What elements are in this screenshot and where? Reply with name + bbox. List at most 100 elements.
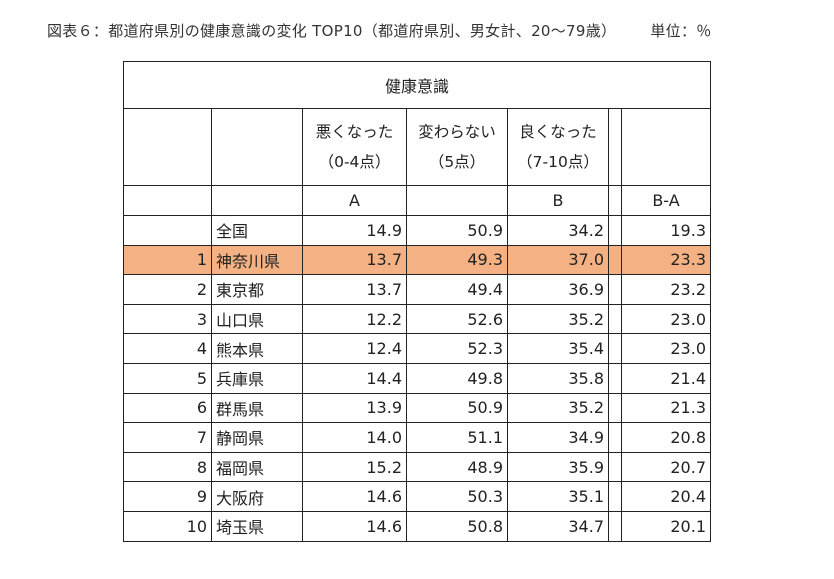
better-header-cell: 良くなった （7-10点） bbox=[507, 108, 609, 186]
gap-cell bbox=[608, 422, 622, 453]
prefecture-cell: 埼玉県 bbox=[211, 510, 303, 542]
letter-diff: B-A bbox=[621, 185, 711, 216]
better-header-line1: 良くなった bbox=[519, 123, 597, 141]
table-row: 4 熊本県 12.4 52.3 35.4 23.0 bbox=[123, 333, 711, 364]
diff-value-cell: 23.2 bbox=[621, 274, 711, 305]
same-value-cell: 49.8 bbox=[406, 362, 508, 394]
gap-cell bbox=[608, 274, 622, 305]
rank-cell: 6 bbox=[123, 392, 212, 424]
prefecture-cell: 大阪府 bbox=[211, 481, 303, 512]
worse-value-cell: 13.7 bbox=[302, 244, 407, 276]
better-value-cell: 35.4 bbox=[507, 333, 609, 364]
better-value-cell: 35.2 bbox=[507, 303, 609, 335]
table-row: 10 埼玉県 14.6 50.8 34.7 20.1 bbox=[123, 510, 711, 542]
better-value-cell: 35.2 bbox=[507, 392, 609, 424]
better-value-cell: 35.8 bbox=[507, 362, 609, 394]
gap-cell bbox=[608, 185, 622, 216]
table-row: 5 兵庫県 14.4 49.8 35.8 21.4 bbox=[123, 362, 711, 394]
table-row: 2 東京都 13.7 49.4 36.9 23.2 bbox=[123, 274, 711, 305]
prefecture-cell: 熊本県 bbox=[211, 333, 303, 364]
prefecture-cell: 福岡県 bbox=[211, 451, 303, 483]
diff-value-cell: 20.1 bbox=[621, 510, 711, 542]
worse-value-cell: 14.0 bbox=[302, 422, 407, 453]
diff-value-cell: 23.3 bbox=[621, 244, 711, 276]
worse-value-cell: 14.6 bbox=[302, 510, 407, 542]
same-value-cell: 52.6 bbox=[406, 303, 508, 335]
diff-value-cell: 20.8 bbox=[621, 422, 711, 453]
gap-cell bbox=[608, 215, 622, 246]
letter-b: B bbox=[507, 185, 609, 216]
worse-value-cell: 14.4 bbox=[302, 362, 407, 394]
letter-a: A bbox=[302, 185, 407, 216]
worse-value-cell: 13.9 bbox=[302, 392, 407, 424]
gap-cell bbox=[608, 392, 622, 424]
diff-header-cell bbox=[621, 108, 711, 186]
same-header-line2: （5点） bbox=[428, 153, 486, 171]
gap-cell bbox=[608, 362, 622, 394]
letter-rank-cell bbox=[123, 185, 212, 216]
same-value-cell: 49.3 bbox=[406, 244, 508, 276]
diff-value-cell: 23.0 bbox=[621, 303, 711, 335]
table-row: 6 群馬県 13.9 50.9 35.2 21.3 bbox=[123, 392, 711, 424]
worse-value-cell: 13.7 bbox=[302, 274, 407, 305]
worse-header-line1: 悪くなった bbox=[315, 123, 394, 141]
same-value-cell: 50.9 bbox=[406, 392, 508, 424]
same-value-cell: 50.8 bbox=[406, 510, 508, 542]
same-value-cell: 52.3 bbox=[406, 333, 508, 364]
rank-cell: 8 bbox=[123, 451, 212, 483]
prefecture-cell: 群馬県 bbox=[211, 392, 303, 424]
better-value-cell: 34.9 bbox=[507, 422, 609, 453]
same-value-cell: 48.9 bbox=[406, 451, 508, 483]
worse-value-cell: 14.6 bbox=[302, 481, 407, 512]
diff-value-cell: 21.3 bbox=[621, 392, 711, 424]
table-row: 9 大阪府 14.6 50.3 35.1 20.4 bbox=[123, 481, 711, 512]
gap-cell bbox=[608, 451, 622, 483]
rank-cell: 7 bbox=[123, 422, 212, 453]
rank-cell: 5 bbox=[123, 362, 212, 394]
diff-value-cell: 20.4 bbox=[621, 481, 711, 512]
diff-value-cell: 23.0 bbox=[621, 333, 711, 364]
table-row: 7 静岡県 14.0 51.1 34.9 20.8 bbox=[123, 422, 711, 453]
same-value-cell: 50.3 bbox=[406, 481, 508, 512]
worse-header-cell: 悪くなった （0-4点） bbox=[302, 108, 407, 186]
same-header-line1: 変わらない bbox=[418, 123, 496, 141]
letter-row: A B B-A bbox=[123, 185, 711, 216]
health-awareness-table: 健康意識 悪くなった （0-4点） 変わらない （5点） 良くなった （7-10… bbox=[123, 61, 711, 542]
gap-cell bbox=[608, 510, 622, 542]
table-row-highlighted: 1 神奈川県 13.7 49.3 37.0 23.3 bbox=[123, 244, 711, 276]
gap-cell bbox=[608, 244, 622, 276]
letter-same bbox=[406, 185, 508, 216]
same-header-cell: 変わらない （5点） bbox=[406, 108, 508, 186]
rank-cell: 1 bbox=[123, 244, 212, 276]
prefecture-cell: 東京都 bbox=[211, 274, 303, 305]
prefecture-cell: 山口県 bbox=[211, 303, 303, 335]
table-header: 健康意識 bbox=[123, 61, 711, 109]
prefecture-header-cell bbox=[211, 108, 303, 186]
table-header-row: 健康意識 bbox=[123, 61, 711, 109]
better-value-cell: 34.2 bbox=[507, 215, 609, 246]
same-value-cell: 51.1 bbox=[406, 422, 508, 453]
diff-value-cell: 19.3 bbox=[621, 215, 711, 246]
diff-value-cell: 21.4 bbox=[621, 362, 711, 394]
letter-pref-cell bbox=[211, 185, 303, 216]
table-row: 全国 14.9 50.9 34.2 19.3 bbox=[123, 215, 711, 246]
rank-cell: 10 bbox=[123, 510, 212, 542]
same-value-cell: 49.4 bbox=[406, 274, 508, 305]
worse-value-cell: 12.2 bbox=[302, 303, 407, 335]
table-row: 3 山口県 12.2 52.6 35.2 23.0 bbox=[123, 303, 711, 335]
table-row: 8 福岡県 15.2 48.9 35.9 20.7 bbox=[123, 451, 711, 483]
gap-cell bbox=[608, 481, 622, 512]
worse-value-cell: 12.4 bbox=[302, 333, 407, 364]
gap-cell bbox=[608, 303, 622, 335]
worse-header-line2: （0-4点） bbox=[318, 153, 391, 171]
rank-header-cell bbox=[123, 108, 212, 186]
gap-cell bbox=[608, 108, 622, 186]
diff-value-cell: 20.7 bbox=[621, 451, 711, 483]
prefecture-cell: 兵庫県 bbox=[211, 362, 303, 394]
gap-cell bbox=[608, 333, 622, 364]
better-value-cell: 34.7 bbox=[507, 510, 609, 542]
column-header-row: 悪くなった （0-4点） 変わらない （5点） 良くなった （7-10点） bbox=[123, 108, 711, 186]
rank-cell: 3 bbox=[123, 303, 212, 335]
rank-cell: 4 bbox=[123, 333, 212, 364]
prefecture-cell: 神奈川県 bbox=[211, 244, 303, 276]
